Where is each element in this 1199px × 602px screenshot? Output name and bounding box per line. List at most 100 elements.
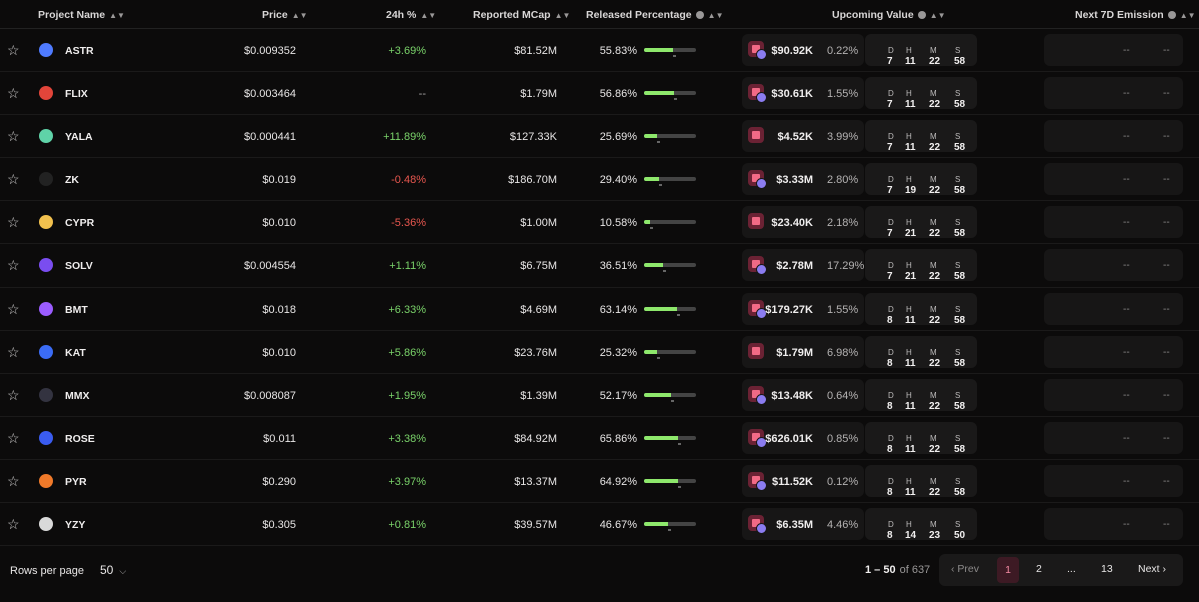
released-percentage: 56.86% (599, 88, 637, 101)
star-icon[interactable]: ☆ (7, 516, 20, 533)
info-icon[interactable] (1167, 11, 1176, 19)
token-symbol[interactable]: ROSE (65, 432, 95, 445)
next-unlock-marker (673, 55, 676, 57)
countdown-hours-value: 11 (905, 357, 916, 369)
column-project-name[interactable]: Project Name ▲▼ (38, 9, 125, 21)
token-symbol[interactable]: KAT (65, 346, 86, 359)
token-symbol[interactable]: CYPR (65, 217, 95, 230)
released-percentage: 25.69% (599, 131, 637, 144)
sort-icon[interactable]: ▲▼ (1179, 11, 1196, 20)
column-reported-mcap[interactable]: Reported MCap ▲▼ (473, 9, 570, 21)
table-row[interactable]: ☆ YALA $0.000441 +11.89% $127.33K 25.69% $4.52… (0, 115, 1199, 159)
table-row[interactable]: ☆ SOLV $0.004554 +1.11% $6.75M 36.51% $2.78M 17… (0, 244, 1199, 288)
countdown-days-value: 8 (887, 486, 893, 498)
released-progress-fill (644, 263, 663, 268)
star-icon[interactable]: ☆ (7, 300, 20, 317)
page-button-1[interactable]: 1 (997, 557, 1019, 583)
next-7d-emission-box[interactable]: -- -- (1044, 335, 1183, 368)
countdown-unit: M (930, 347, 937, 357)
star-icon[interactable]: ☆ (7, 429, 20, 446)
next-7d-emission-box[interactable]: -- -- (1044, 421, 1183, 454)
prev-page-button[interactable]: ‹ Prev (951, 563, 980, 575)
countdown-minutes: 22 M (929, 174, 940, 196)
table-row[interactable]: ☆ FLIX $0.003464 -- $1.79M 56.86% $30.61K 1.55%… (0, 72, 1199, 116)
token-symbol[interactable]: BMT (65, 303, 88, 316)
countdown-seconds: 58 S (954, 347, 965, 369)
next-7d-emission-box[interactable]: -- -- (1044, 163, 1183, 196)
sort-icon[interactable]: ▲▼ (109, 11, 125, 20)
emission-percentage: -- (1163, 389, 1170, 401)
sort-icon[interactable]: ▲▼ (929, 11, 946, 20)
table-row[interactable]: ☆ BMT $0.018 +6.33% $4.69M 63.14% $179.27K 1.55… (0, 288, 1199, 331)
released-percentage: 46.67% (599, 519, 637, 532)
token-symbol[interactable]: MMX (65, 389, 90, 402)
rows-per-page-select[interactable]: 50 ⌵ (100, 563, 126, 577)
star-icon[interactable]: ☆ (7, 472, 20, 489)
star-icon[interactable]: ☆ (7, 214, 20, 231)
countdown-hours-value: 11 (905, 99, 916, 111)
next-7d-emission-box[interactable]: -- -- (1044, 206, 1183, 239)
unlock-countdown: 7 D 19 H 22 M 58 S (865, 163, 977, 196)
countdown-unit: M (930, 390, 937, 400)
token-price: $0.011 (263, 432, 296, 445)
token-mcap: $4.69M (520, 303, 557, 316)
next-unlock-marker (678, 442, 681, 445)
page-button-2[interactable]: 2 (1036, 563, 1042, 575)
next-7d-emission-box[interactable]: -- -- (1044, 120, 1183, 153)
star-icon[interactable]: ☆ (7, 257, 20, 274)
star-icon[interactable]: ☆ (7, 128, 20, 145)
countdown-minutes: 23 M (929, 519, 940, 541)
countdown-seconds: 58 S (954, 217, 965, 239)
table-row[interactable]: ☆ ROSE $0.011 +3.38% $84.92M 65.86% $626.01K 0.… (0, 417, 1199, 460)
next-page-button[interactable]: Next › (1138, 563, 1167, 575)
sort-icon[interactable]: ▲▼ (420, 11, 437, 20)
next-7d-emission-box[interactable]: -- -- (1044, 508, 1183, 541)
table-row[interactable]: ☆ YZY $0.305 +0.81% $39.57M 46.67% $6.35M 4.46%… (0, 503, 1199, 547)
column-upcoming-value[interactable]: Upcoming Value ▲▼ (832, 9, 946, 21)
token-symbol[interactable]: YZY (65, 519, 86, 532)
token-symbol[interactable]: ASTR (65, 45, 94, 57)
column-released-percentage[interactable]: Released Percentage ▲▼ (586, 9, 724, 21)
next-7d-emission-box[interactable]: -- -- (1044, 378, 1183, 411)
table-row[interactable]: ☆ MMX $0.008087 +1.95% $1.39M 52.17% $13.48K 0.… (0, 374, 1199, 417)
table-row[interactable]: ☆ PYR $0.290 +3.97% $13.37M 64.92% $11.52K 0.12… (0, 460, 1199, 504)
star-icon[interactable]: ☆ (7, 42, 20, 58)
next-unlock-marker (674, 98, 677, 101)
star-icon[interactable]: ☆ (7, 85, 20, 102)
emission-value: -- (1123, 346, 1130, 358)
table-row[interactable]: ☆ ASTR $0.009352 +3.69% $81.52M 55.83% $90.92K… (0, 29, 1199, 73)
next-7d-emission-box[interactable]: -- -- (1044, 464, 1183, 497)
sort-icon[interactable]: ▲▼ (291, 11, 308, 20)
sort-icon[interactable]: ▲▼ (707, 11, 724, 20)
next-7d-emission-box[interactable]: -- -- (1044, 77, 1183, 110)
table-row[interactable]: ☆ CYPR $0.010 -5.36% $1.00M 10.58% $23.40K 2.18… (0, 201, 1199, 245)
star-icon[interactable]: ☆ (7, 386, 20, 403)
token-symbol[interactable]: SOLV (65, 260, 93, 273)
star-icon[interactable]: ☆ (7, 171, 20, 188)
star-icon[interactable]: ☆ (7, 343, 20, 360)
table-row[interactable]: ☆ ZK $0.019 -0.48% $186.70M 29.40% $3.33M 2.80%… (0, 158, 1199, 202)
countdown-minutes: 22 M (929, 45, 940, 67)
column-next-7d-emission[interactable]: Next 7D Emission ▲▼ (1075, 9, 1196, 21)
token-symbol[interactable]: PYR (65, 475, 87, 488)
token-logo-icon (39, 430, 53, 445)
token-pair-icon (748, 84, 767, 104)
token-mcap: $6.75M (520, 260, 557, 273)
countdown-unit: H (906, 433, 912, 443)
column-price[interactable]: Price ▲▼ (262, 9, 308, 21)
countdown-days-value: 8 (887, 443, 893, 455)
table-row[interactable]: ☆ KAT $0.010 +5.86% $23.76M 25.32% $1.79M 6.98%… (0, 331, 1199, 374)
page-button-13[interactable]: 13 (1101, 563, 1113, 575)
info-icon[interactable] (917, 11, 926, 19)
token-symbol[interactable]: YALA (65, 131, 93, 144)
token-symbol[interactable]: FLIX (65, 88, 88, 101)
emission-value: -- (1123, 303, 1130, 315)
token-symbol[interactable]: ZK (65, 174, 79, 187)
next-7d-emission-box[interactable]: -- -- (1044, 292, 1183, 325)
next-7d-emission-box[interactable]: -- -- (1044, 34, 1183, 66)
next-7d-emission-box[interactable]: -- -- (1044, 249, 1183, 282)
sort-icon[interactable]: ▲▼ (554, 11, 571, 20)
info-icon[interactable] (695, 11, 704, 19)
column-24h[interactable]: 24h % ▲▼ (386, 9, 436, 21)
column-label: Released Percentage (586, 9, 692, 21)
